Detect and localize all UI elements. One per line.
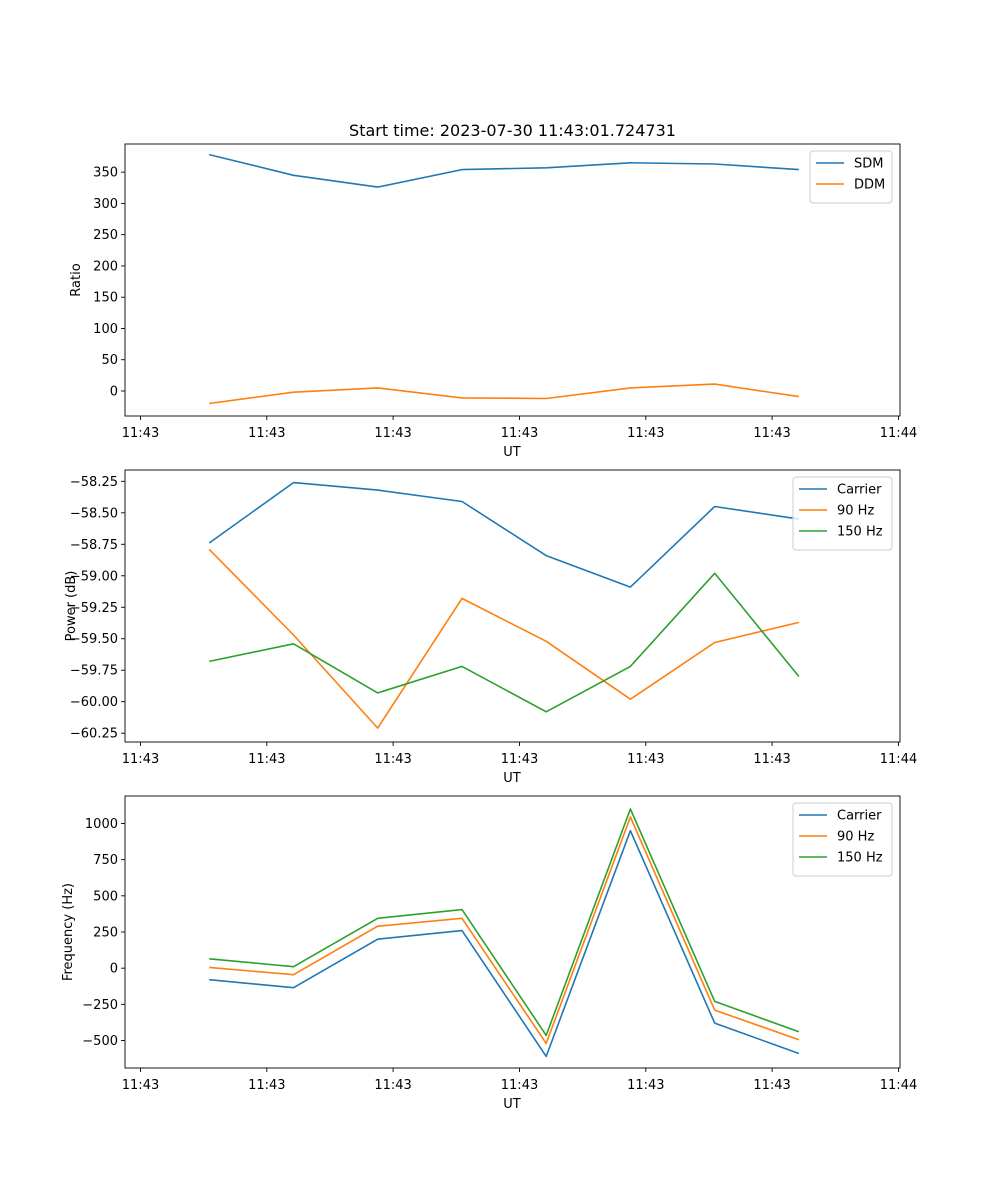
legend-box xyxy=(809,150,893,204)
y-tick-label: −60.25 xyxy=(70,727,118,742)
x-tick-label: 11:44 xyxy=(880,1078,917,1093)
x-tick-label: 11:43 xyxy=(248,752,285,767)
series-line-150-hz xyxy=(209,808,800,1037)
legend-label: 90 Hz xyxy=(837,830,874,845)
y-tick-label: 50 xyxy=(101,353,118,368)
y-tick-label: 350 xyxy=(93,166,118,181)
y-tick-label: −59.50 xyxy=(70,632,118,647)
series-line-sdm xyxy=(209,153,799,188)
y-tick-label: −58.50 xyxy=(70,506,118,521)
legend-label: 150 Hz xyxy=(837,525,883,540)
legend: SDM DDM xyxy=(809,150,893,204)
legend: Carrier 90 Hz 150 Hz xyxy=(792,476,893,551)
y-tick-label: −59.25 xyxy=(70,601,118,616)
x-tick-label: 11:43 xyxy=(501,426,538,441)
y-tick-label: −250 xyxy=(82,998,118,1013)
chart-panel-2: −60.25 −60.00 −59.75 −59.50 −59.25 −59.00 −58.… xyxy=(64,469,917,786)
chart-panel-1: 0 50 100 150 200 250 300 350 11:43 11:43 11:43 11:4… xyxy=(69,121,917,460)
x-tick-label: 11:43 xyxy=(122,426,159,441)
series-line-ddm xyxy=(209,383,800,405)
legend-label: 90 Hz xyxy=(837,504,874,519)
x-tick-label: 11:43 xyxy=(248,1078,285,1093)
series-line-carrier xyxy=(208,481,800,588)
axes-frame xyxy=(124,469,901,743)
x-tick-label: 11:43 xyxy=(122,752,159,767)
legend: Carrier 90 Hz 150 Hz xyxy=(792,802,893,877)
y-tick-label: 500 xyxy=(93,889,118,904)
x-tick-label: 11:43 xyxy=(248,426,285,441)
y-tick-label: −500 xyxy=(82,1034,118,1049)
x-tick-label: 11:43 xyxy=(627,1078,664,1093)
y-tick-label: 250 xyxy=(93,228,118,243)
y-tick-label: 100 xyxy=(93,322,118,337)
x-tick-label: 11:43 xyxy=(627,426,664,441)
x-tick-label: 11:43 xyxy=(627,752,664,767)
legend-label: 150 Hz xyxy=(837,851,883,866)
x-tick-label: 11:44 xyxy=(880,426,917,441)
x-axis-title: UT xyxy=(503,445,521,460)
y-tick-label: −59.75 xyxy=(70,664,118,679)
x-axis-title: UT xyxy=(503,771,521,786)
x-tick-label: 11:44 xyxy=(880,752,917,767)
x-tick-label: 11:43 xyxy=(501,1078,538,1093)
y-tick-label: 0 xyxy=(110,962,118,977)
x-tick-label: 11:43 xyxy=(753,426,790,441)
x-tick-label: 11:43 xyxy=(753,752,790,767)
chart-title: Start time: 2023-07-30 11:43:01.724731 xyxy=(349,121,676,140)
y-tick-label: 0 xyxy=(110,384,118,399)
x-tick-label: 11:43 xyxy=(374,426,411,441)
y-tick-label: 300 xyxy=(93,197,118,212)
y-tick-label: 250 xyxy=(93,926,118,941)
y-axis-title: Frequency (Hz) xyxy=(61,883,76,981)
y-tick-label: 150 xyxy=(93,291,118,306)
legend-label: DDM xyxy=(854,178,885,193)
series-line-90-hz xyxy=(208,548,800,729)
y-tick-label: 1000 xyxy=(85,817,118,832)
x-tick-label: 11:43 xyxy=(374,1078,411,1093)
y-tick-label: −60.00 xyxy=(70,695,118,710)
y-tick-label: 750 xyxy=(93,853,118,868)
y-axis-title: Ratio xyxy=(69,263,84,296)
legend-label: SDM xyxy=(854,157,883,172)
series-line-carrier xyxy=(209,829,800,1058)
series-line-90-hz xyxy=(209,816,800,1045)
y-tick-label: −58.25 xyxy=(70,475,118,490)
y-tick-label: −59.00 xyxy=(70,569,118,584)
y-tick-label: −58.75 xyxy=(70,538,118,553)
axes-frame xyxy=(124,143,901,417)
y-tick-label: 200 xyxy=(93,259,118,274)
y-axis-title: Power (dB) xyxy=(64,571,79,642)
x-tick-label: 11:43 xyxy=(122,1078,159,1093)
axes-frame xyxy=(124,795,901,1069)
x-tick-label: 11:43 xyxy=(374,752,411,767)
series-line-150-hz xyxy=(209,572,800,713)
x-tick-label: 11:43 xyxy=(501,752,538,767)
x-tick-label: 11:43 xyxy=(753,1078,790,1093)
x-axis-title: UT xyxy=(503,1097,521,1112)
legend-label: Carrier xyxy=(837,483,882,498)
legend-label: Carrier xyxy=(837,809,882,824)
chart-panel-3: −500 −250 0 250 500 750 1000 11:43 11:43 11:43 11:… xyxy=(61,795,917,1112)
